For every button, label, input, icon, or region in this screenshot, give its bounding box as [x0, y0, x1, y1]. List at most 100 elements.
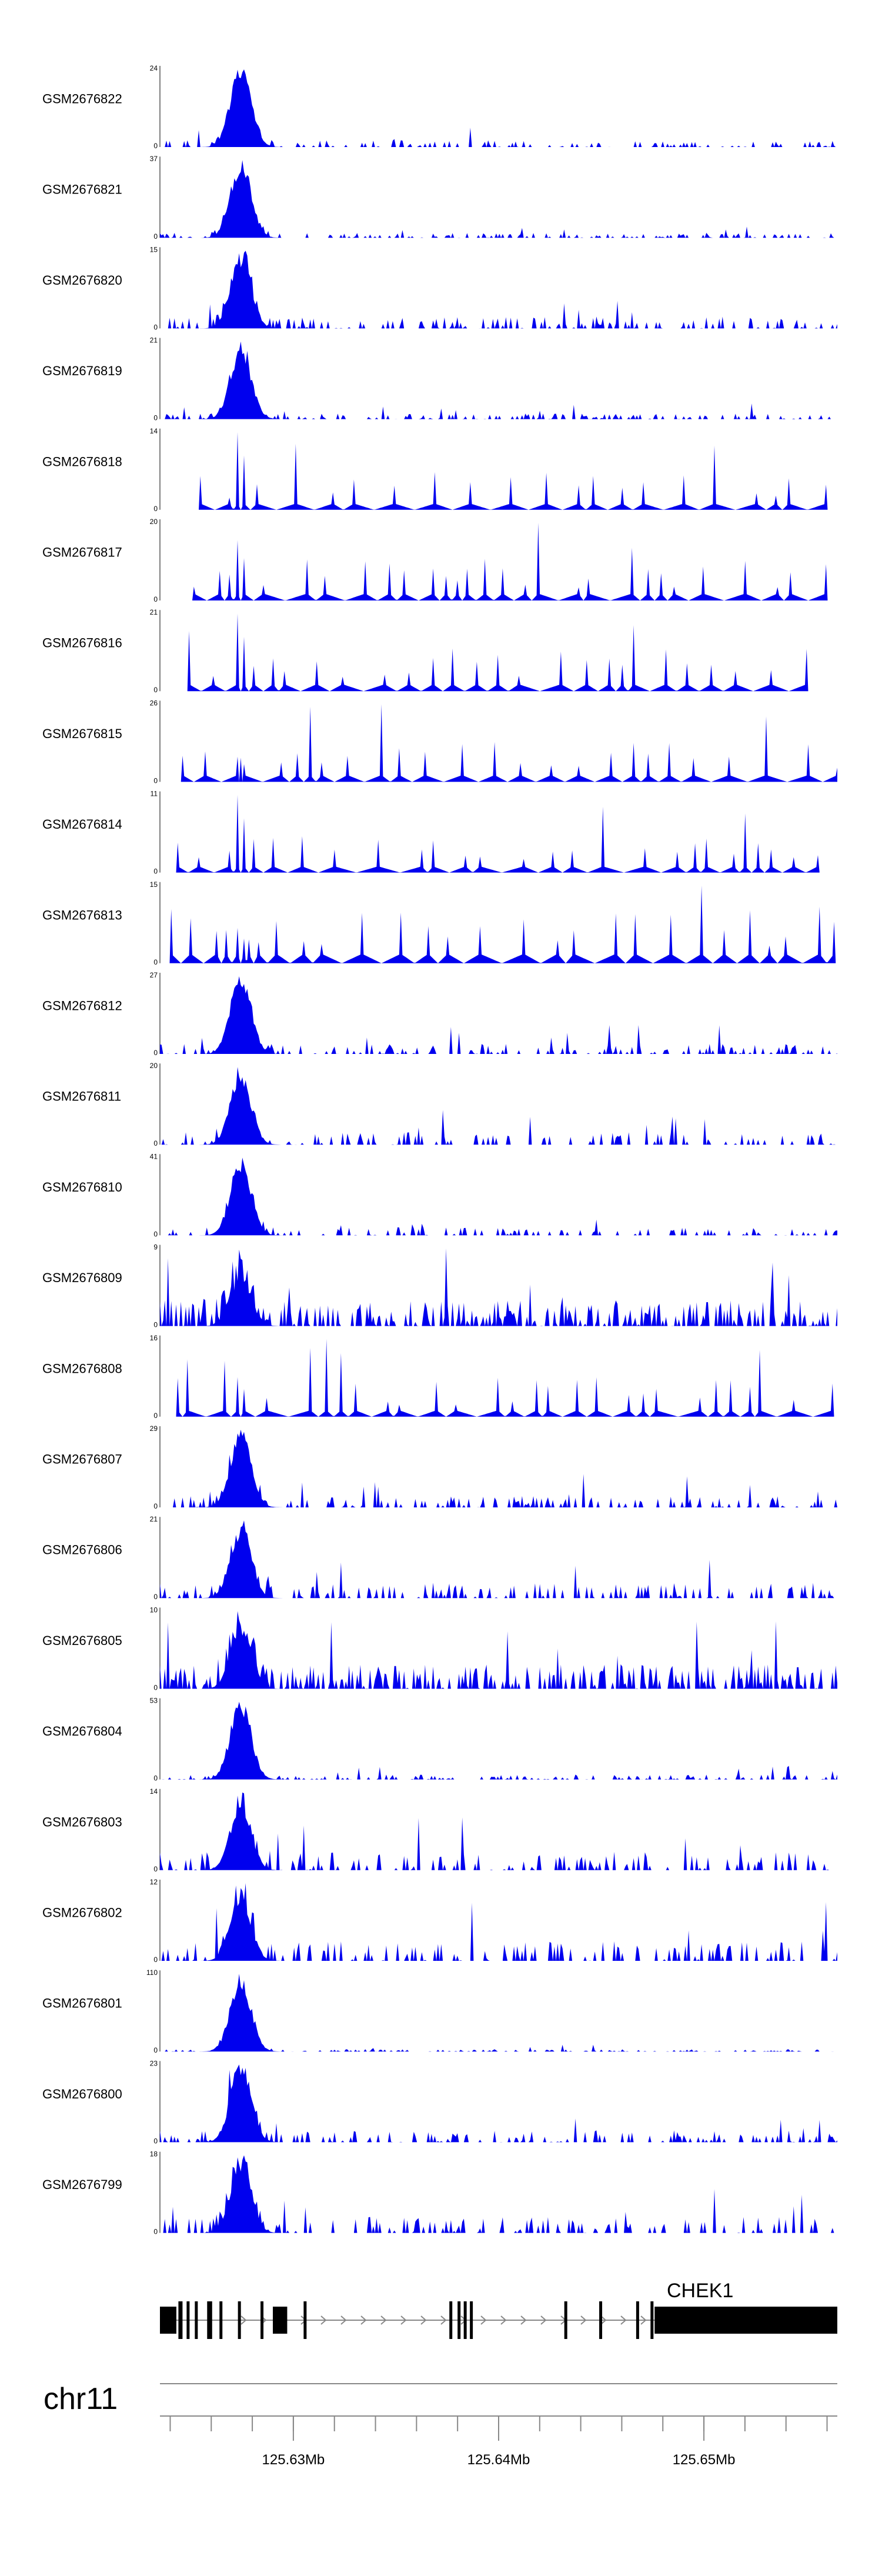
y-min-label: 0: [153, 2228, 158, 2236]
track-GSM2676805: GSM2676805 10 0: [42, 1606, 837, 1691]
track-label: GSM2676815: [42, 726, 122, 741]
y-min-label: 0: [153, 776, 158, 785]
track-label: GSM2676820: [42, 273, 122, 288]
exon: [654, 2307, 837, 2334]
y-max-label: 18: [150, 2150, 158, 2158]
y-min-label: 0: [153, 414, 158, 422]
track-label: GSM2676809: [42, 1270, 122, 1285]
strand-arrow: [580, 2315, 587, 2325]
track-GSM2676807: GSM2676807 29 0: [42, 1424, 837, 1510]
y-min-label: 0: [153, 323, 158, 331]
track-GSM2676818: GSM2676818 14 0: [42, 427, 837, 513]
strand-arrow: [520, 2315, 527, 2325]
y-max-label: 41: [150, 1152, 158, 1160]
track-label: GSM2676801: [42, 1996, 122, 2011]
exon: [463, 2301, 467, 2339]
y-max-label: 11: [151, 790, 158, 798]
strand-arrow: [400, 2315, 407, 2325]
strand-arrow: [440, 2315, 447, 2325]
y-min-label: 0: [153, 958, 158, 966]
exon: [470, 2301, 473, 2339]
y-min-label: 0: [153, 2137, 158, 2145]
track-label: GSM2676803: [42, 1814, 122, 1829]
y-min-label: 0: [153, 595, 158, 603]
y-max-label: 53: [150, 1697, 158, 1705]
track-label: GSM2676819: [42, 363, 122, 378]
coverage-area: [160, 523, 837, 600]
y-max-label: 110: [146, 1968, 158, 1977]
coverage-area: [160, 976, 837, 1054]
track-label: GSM2676812: [42, 998, 122, 1013]
track-label: GSM2676817: [42, 545, 122, 559]
strand-arrow: [620, 2315, 627, 2325]
y-min-label: 0: [153, 505, 158, 513]
track-GSM2676802: GSM2676802 12 0: [42, 1878, 837, 1964]
exon: [457, 2301, 461, 2339]
track-label: GSM2676818: [42, 454, 122, 469]
coverage-area: [160, 69, 837, 147]
y-max-label: 15: [150, 245, 158, 253]
track-label: GSM2676821: [42, 182, 122, 197]
exon: [238, 2301, 241, 2339]
y-max-label: 14: [150, 427, 158, 435]
track-GSM2676817: GSM2676817 20 0: [42, 518, 837, 603]
coverage-area: [160, 704, 837, 782]
gene-label: CHEK1: [667, 2280, 733, 2302]
coverage-area: [160, 432, 837, 510]
exon: [219, 2301, 223, 2339]
track-GSM2676821: GSM2676821 37 0: [42, 155, 837, 241]
coverage-area: [160, 885, 837, 963]
y-min-label: 0: [153, 1593, 158, 1601]
track-GSM2676809: GSM2676809 9 0: [42, 1243, 837, 1329]
track-label: GSM2676808: [42, 1361, 122, 1376]
exon: [209, 2301, 212, 2339]
track-GSM2676812: GSM2676812 27 0: [42, 971, 837, 1057]
strand-arrow: [380, 2315, 387, 2325]
y-min-label: 0: [153, 232, 158, 241]
axis-tick-label: 125.64Mb: [467, 2452, 530, 2468]
track-GSM2676804: GSM2676804 53 0: [42, 1697, 837, 1783]
track-GSM2676808: GSM2676808 16 0: [42, 1334, 837, 1420]
track-GSM2676806: GSM2676806 21 0: [42, 1515, 837, 1601]
coverage-area: [160, 1430, 837, 1507]
coverage-area: [160, 1520, 837, 1599]
y-min-label: 0: [153, 1321, 158, 1329]
y-min-label: 0: [153, 686, 158, 694]
y-max-label: 9: [153, 1243, 158, 1252]
exon: [186, 2301, 190, 2339]
track-GSM2676799: GSM2676799 18 0: [42, 2150, 837, 2236]
strand-arrow: [340, 2315, 347, 2325]
y-max-label: 12: [150, 1878, 158, 1886]
track-label: GSM2676813: [42, 907, 122, 922]
y-max-label: 15: [150, 880, 158, 889]
exon: [178, 2301, 183, 2339]
coverage-area: [160, 1792, 837, 1870]
track-GSM2676811: GSM2676811 20 0: [42, 1062, 837, 1147]
strand-arrow: [640, 2315, 647, 2325]
strand-arrow: [320, 2315, 327, 2325]
genomic-axis: chr11 125.63Mb 125.64Mb 125.65Mb: [44, 2382, 837, 2468]
track-label: GSM2676816: [42, 636, 122, 650]
strand-arrow: [600, 2315, 607, 2325]
track-GSM2676814: GSM2676814 11 0: [42, 790, 837, 876]
y-min-label: 0: [153, 1412, 158, 1420]
y-max-label: 24: [150, 64, 158, 72]
y-min-label: 0: [153, 1865, 158, 1873]
track-GSM2676819: GSM2676819 21 0: [42, 336, 837, 422]
strand-arrow: [360, 2315, 367, 2325]
track-label: GSM2676805: [42, 1633, 122, 1648]
track-GSM2676810: GSM2676810 41 0: [42, 1152, 837, 1238]
track-label: GSM2676806: [42, 1543, 122, 1557]
axis-tick-label: 125.63Mb: [262, 2452, 325, 2468]
coverage-area: [160, 1611, 837, 1689]
y-min-label: 0: [153, 1139, 158, 1147]
exon: [273, 2307, 288, 2334]
coverage-area: [160, 2155, 837, 2233]
y-min-label: 0: [153, 1956, 158, 1964]
coverage-area: [160, 613, 837, 692]
coverage-area: [160, 1339, 837, 1417]
y-max-label: 10: [150, 1606, 158, 1614]
y-max-label: 26: [150, 699, 158, 707]
coverage-area: [160, 1883, 837, 1961]
